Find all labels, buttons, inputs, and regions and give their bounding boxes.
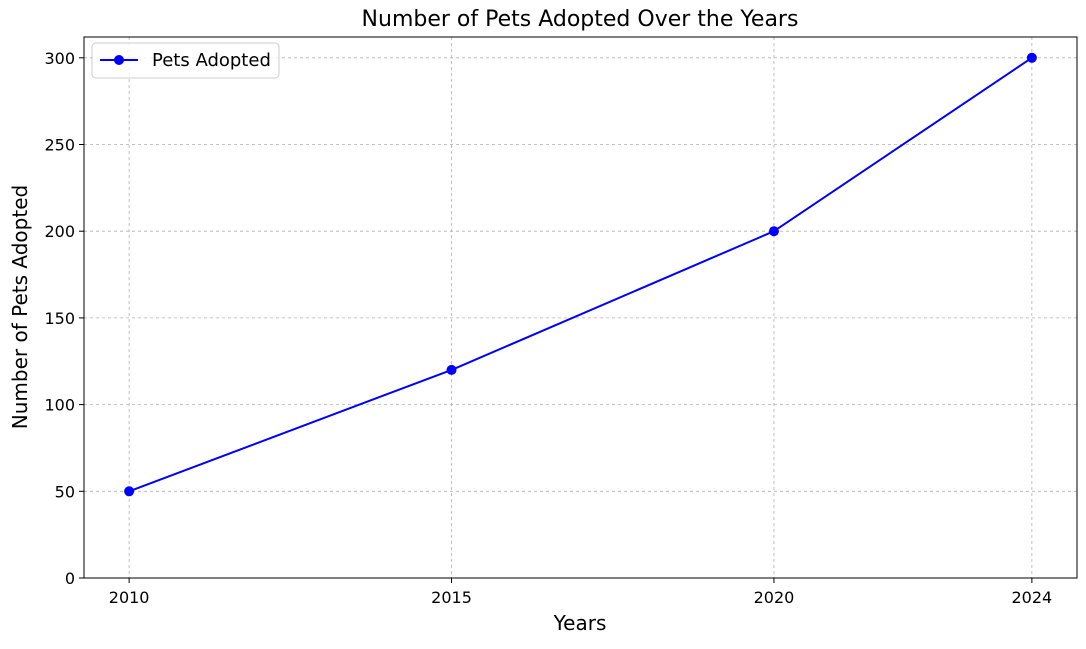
x-tick-label: 2024	[1012, 588, 1053, 607]
series-line-pets-adopted	[128, 56, 1033, 493]
plot-frame	[83, 36, 1078, 579]
y-tick-label: 100	[44, 396, 75, 415]
x-axis-title: Years	[553, 611, 607, 635]
y-tick-label: 250	[44, 136, 75, 155]
data-point	[768, 226, 779, 237]
data-point	[446, 364, 457, 375]
chart-title: Number of Pets Adopted Over the Years	[362, 7, 799, 32]
x-tick-label: 2015	[431, 588, 472, 607]
data-point	[1026, 52, 1037, 63]
legend: Pets Adopted	[91, 42, 280, 79]
y-tick-label: 300	[44, 49, 75, 68]
y-axis-title: Number of Pets Adopted	[8, 185, 32, 429]
data-series	[124, 52, 1037, 497]
y-tick-label: 50	[55, 482, 75, 501]
legend-marker	[114, 55, 124, 65]
legend-box	[91, 42, 280, 79]
y-tick-label: 200	[44, 222, 75, 241]
y-axis-ticks: 0 50 100 150 200 250 300	[44, 49, 84, 588]
y-tick-label: 0	[65, 569, 75, 588]
data-point	[124, 486, 135, 497]
x-axis-ticks: 2010 2015 2020 2024	[109, 578, 1052, 607]
legend-label: Pets Adopted	[152, 50, 271, 71]
y-tick-label: 150	[44, 309, 75, 328]
x-tick-label: 2020	[754, 588, 795, 607]
x-tick-label: 2010	[109, 588, 150, 607]
grid-lines	[84, 37, 1077, 579]
